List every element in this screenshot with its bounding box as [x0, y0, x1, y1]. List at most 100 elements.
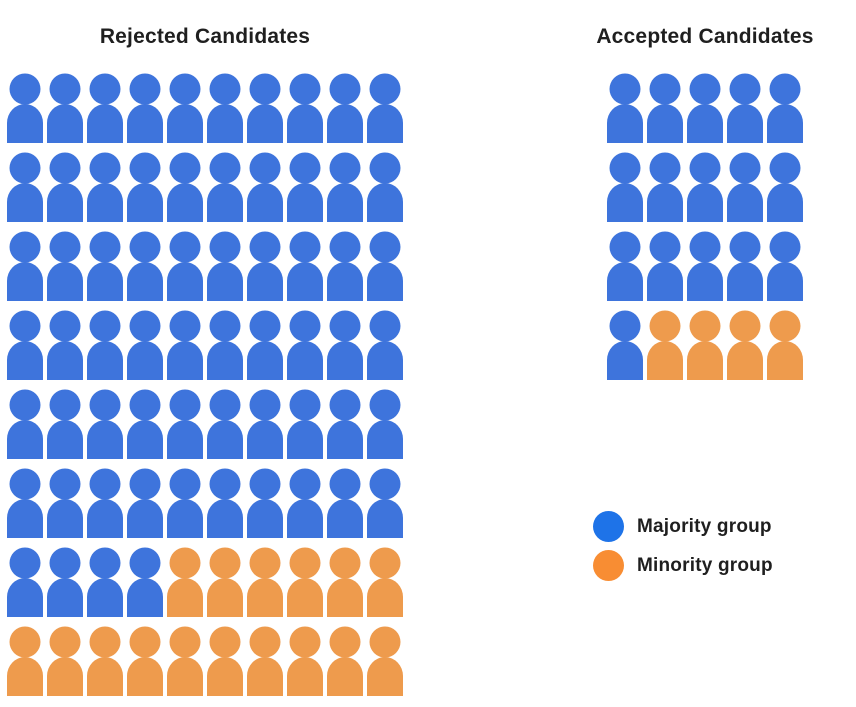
- person-icon-majority: [125, 310, 165, 380]
- person-icon-minority: [365, 626, 405, 696]
- icon-row: [5, 231, 405, 301]
- person-icon-majority: [365, 310, 405, 380]
- person-icon-minority: [285, 547, 325, 617]
- person-icon-minority: [205, 626, 245, 696]
- person-icon-majority: [125, 389, 165, 459]
- rejected-candidates-icon-grid: [5, 73, 405, 696]
- person-icon-majority: [725, 152, 765, 222]
- person-icon-minority: [645, 310, 685, 380]
- person-icon-majority: [285, 73, 325, 143]
- minority-group-swatch-icon: [593, 550, 624, 581]
- person-icon-minority: [85, 626, 125, 696]
- person-icon-majority: [45, 152, 85, 222]
- accepted-candidates-icon-grid: [605, 73, 805, 380]
- person-icon-majority: [5, 310, 45, 380]
- person-icon-majority: [685, 73, 725, 143]
- person-icon-minority: [205, 547, 245, 617]
- person-icon-majority: [5, 152, 45, 222]
- person-icon-minority: [45, 626, 85, 696]
- accepted-candidates-title: Accepted Candidates: [596, 25, 814, 48]
- legend-item-minority: Minority group: [593, 550, 773, 581]
- person-icon-majority: [245, 468, 285, 538]
- person-icon-majority: [245, 310, 285, 380]
- person-icon-majority: [685, 231, 725, 301]
- icon-row: [5, 310, 405, 380]
- person-icon-majority: [725, 73, 765, 143]
- person-icon-minority: [5, 626, 45, 696]
- person-icon-majority: [45, 547, 85, 617]
- person-icon-majority: [85, 468, 125, 538]
- person-icon-minority: [245, 626, 285, 696]
- person-icon-minority: [765, 310, 805, 380]
- person-icon-majority: [165, 152, 205, 222]
- person-icon-majority: [5, 389, 45, 459]
- person-icon-majority: [165, 73, 205, 143]
- person-icon-minority: [165, 626, 205, 696]
- person-icon-majority: [5, 73, 45, 143]
- person-icon-majority: [205, 468, 245, 538]
- icon-row: [5, 626, 405, 696]
- person-icon-majority: [165, 468, 205, 538]
- person-icon-minority: [285, 626, 325, 696]
- icon-row: [5, 73, 405, 143]
- person-icon-majority: [685, 152, 725, 222]
- person-icon-majority: [125, 468, 165, 538]
- person-icon-minority: [325, 626, 365, 696]
- person-icon-majority: [285, 310, 325, 380]
- person-icon-majority: [245, 152, 285, 222]
- person-icon-majority: [605, 152, 645, 222]
- person-icon-majority: [205, 310, 245, 380]
- icon-row: [5, 152, 405, 222]
- person-icon-majority: [205, 389, 245, 459]
- person-icon-majority: [45, 73, 85, 143]
- person-icon-majority: [125, 547, 165, 617]
- person-icon-majority: [645, 73, 685, 143]
- icon-row: [605, 310, 805, 380]
- person-icon-majority: [725, 231, 765, 301]
- person-icon-majority: [45, 231, 85, 301]
- person-icon-majority: [5, 231, 45, 301]
- person-icon-majority: [325, 231, 365, 301]
- icon-row: [605, 73, 805, 143]
- person-icon-majority: [765, 152, 805, 222]
- person-icon-majority: [205, 152, 245, 222]
- person-icon-majority: [45, 468, 85, 538]
- person-icon-majority: [165, 310, 205, 380]
- person-icon-majority: [165, 389, 205, 459]
- person-icon-majority: [285, 468, 325, 538]
- person-icon-majority: [285, 152, 325, 222]
- person-icon-majority: [125, 73, 165, 143]
- person-icon-majority: [245, 73, 285, 143]
- person-icon-majority: [285, 389, 325, 459]
- person-icon-minority: [685, 310, 725, 380]
- person-icon-minority: [165, 547, 205, 617]
- person-icon-majority: [325, 73, 365, 143]
- person-icon-majority: [85, 152, 125, 222]
- person-icon-majority: [325, 152, 365, 222]
- person-icon-majority: [325, 310, 365, 380]
- person-icon-majority: [5, 468, 45, 538]
- person-icon-majority: [245, 389, 285, 459]
- person-icon-majority: [85, 389, 125, 459]
- person-icon-majority: [125, 152, 165, 222]
- person-icon-majority: [45, 310, 85, 380]
- legend-item-majority: Majority group: [593, 511, 773, 542]
- icon-row: [5, 547, 405, 617]
- icon-row: [5, 468, 405, 538]
- person-icon-majority: [765, 73, 805, 143]
- person-icon-majority: [5, 547, 45, 617]
- person-icon-majority: [325, 468, 365, 538]
- majority-group-swatch-icon: [593, 511, 624, 542]
- person-icon-majority: [365, 73, 405, 143]
- icon-row: [605, 231, 805, 301]
- majority-group-label: Majority group: [637, 515, 772, 537]
- legend: Majority group Minority group: [593, 511, 773, 581]
- person-icon-majority: [365, 152, 405, 222]
- person-icon-majority: [645, 231, 685, 301]
- person-icon-majority: [205, 73, 245, 143]
- person-icon-majority: [365, 231, 405, 301]
- person-icon-majority: [605, 310, 645, 380]
- person-icon-minority: [365, 547, 405, 617]
- minority-group-label: Minority group: [637, 554, 773, 576]
